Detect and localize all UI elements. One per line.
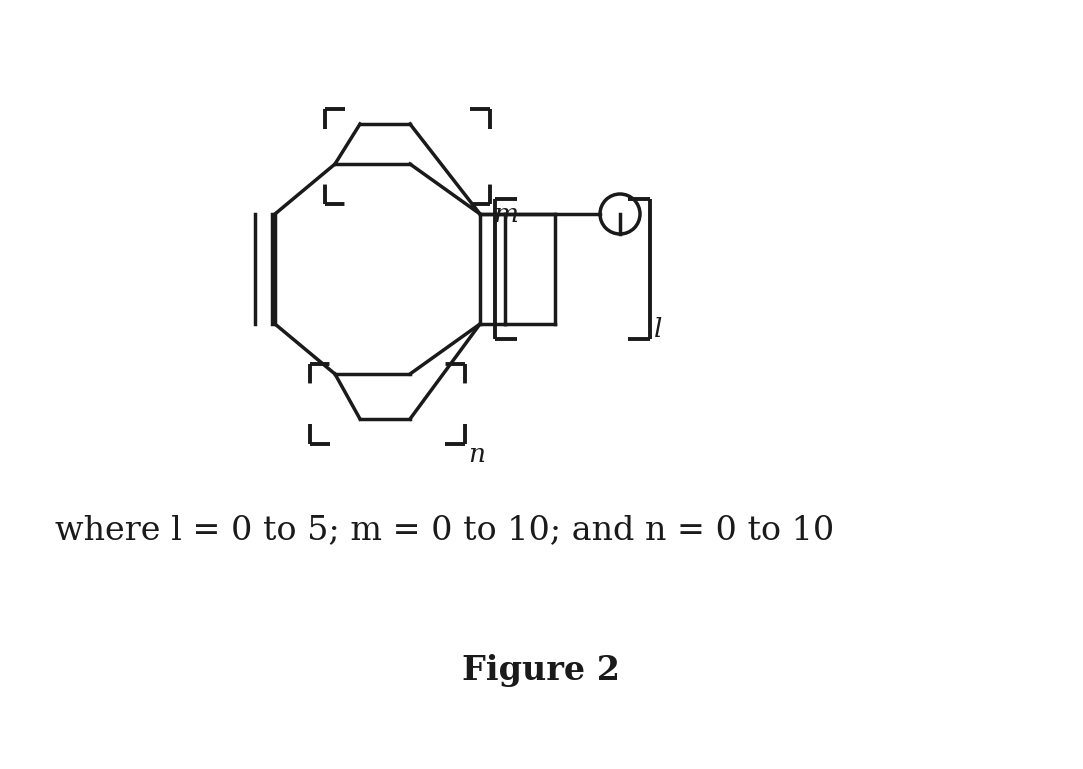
Text: l: l (654, 317, 663, 342)
Text: n: n (468, 442, 485, 467)
Text: Figure 2: Figure 2 (462, 654, 619, 687)
Text: m: m (493, 202, 518, 227)
Text: where l = 0 to 5; m = 0 to 10; and n = 0 to 10: where l = 0 to 5; m = 0 to 10; and n = 0… (55, 514, 834, 546)
